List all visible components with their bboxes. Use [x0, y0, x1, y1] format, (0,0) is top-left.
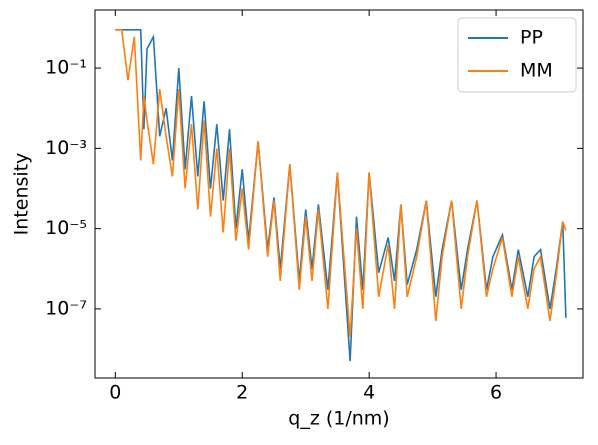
y-axis-label: Intensity — [11, 153, 33, 236]
y-tick-label: 10⁻⁷ — [45, 297, 87, 319]
line-series — [115, 29, 567, 362]
x-tick-label: 0 — [109, 382, 121, 404]
plot-frame — [94, 9, 584, 379]
legend-box — [457, 17, 577, 93]
legend-label: MM — [520, 60, 553, 82]
legend-label: PP — [520, 27, 543, 49]
line-series — [115, 29, 567, 338]
y-tick-label: 10⁻¹ — [45, 57, 87, 79]
y-tick-label: 10⁻⁵ — [45, 217, 87, 239]
x-tick-label: 4 — [363, 382, 375, 404]
x-tick-label: 6 — [490, 382, 502, 404]
y-tick-label: 10⁻³ — [45, 137, 87, 159]
x-axis-label: q_z (1/nm) — [288, 408, 389, 430]
x-tick-label: 2 — [236, 382, 248, 404]
